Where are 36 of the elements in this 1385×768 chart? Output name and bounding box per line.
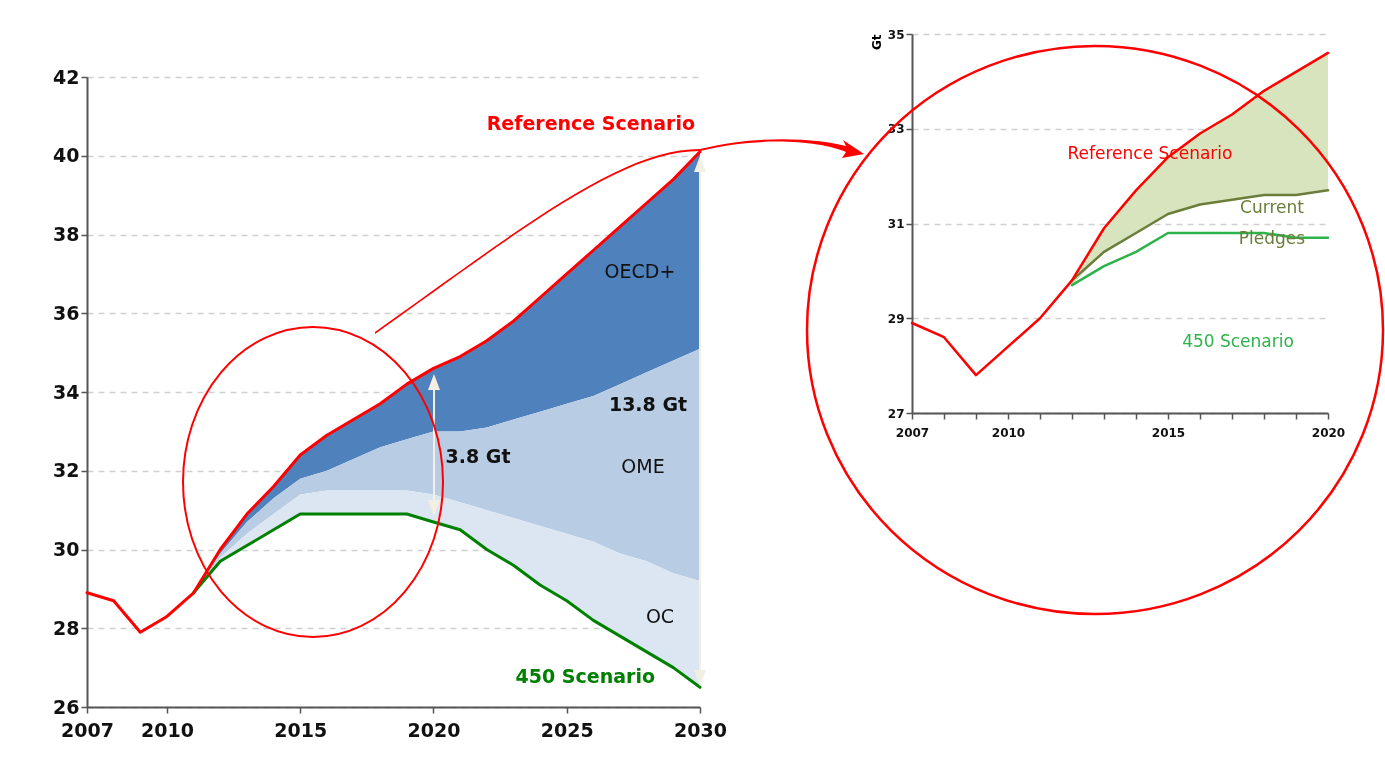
series-label: 450 Scenario <box>515 665 655 688</box>
y-tick-label: 38 <box>53 223 80 245</box>
y-tick-label: 35 <box>887 27 905 42</box>
x-tick-label: 2007 <box>61 718 114 741</box>
line-series <box>85 150 702 634</box>
y-tick-label: 36 <box>53 301 80 324</box>
x-tick-label: 2020 <box>407 718 461 741</box>
y-tick-label: 32 <box>53 459 80 482</box>
y-tick-label: 27 <box>887 406 905 421</box>
y-axis-title: Gt <box>869 34 884 51</box>
x-tick-label: 2015 <box>1151 425 1186 440</box>
y-tick-label: 29 <box>887 311 905 326</box>
series-label: OME <box>621 455 665 477</box>
line-series <box>1070 189 1330 282</box>
line-series <box>1070 231 1330 287</box>
annotation: 13.8 Gt <box>608 393 688 415</box>
x-tick-label: 2010 <box>991 425 1026 440</box>
x-tick-label: 2020 <box>1311 425 1346 440</box>
series-label: OC <box>645 605 675 627</box>
series-label: OECD+ <box>604 260 676 282</box>
x-tick-label: 2015 <box>274 718 328 741</box>
x-tick-label: 2030 <box>674 718 727 741</box>
y-tick-label: 34 <box>53 380 80 403</box>
y-tick-label: 31 <box>887 217 905 231</box>
y-tick-label: 40 <box>53 144 80 167</box>
text: 450 Scenario <box>1182 330 1294 351</box>
x-tick-label: 2025 <box>540 718 594 741</box>
x-tick-label: 2010 <box>141 718 194 741</box>
x-tick-label: 2007 <box>895 425 930 440</box>
line-series <box>910 51 1330 377</box>
series-label: Reference Scenario <box>486 111 695 134</box>
y-tick-label: 30 <box>53 538 80 560</box>
y-tick-label: 28 <box>53 616 80 639</box>
annotation: 3.8 Gt <box>445 445 511 467</box>
y-tick-label: 26 <box>53 695 80 718</box>
y-tick-label: 42 <box>53 65 80 88</box>
